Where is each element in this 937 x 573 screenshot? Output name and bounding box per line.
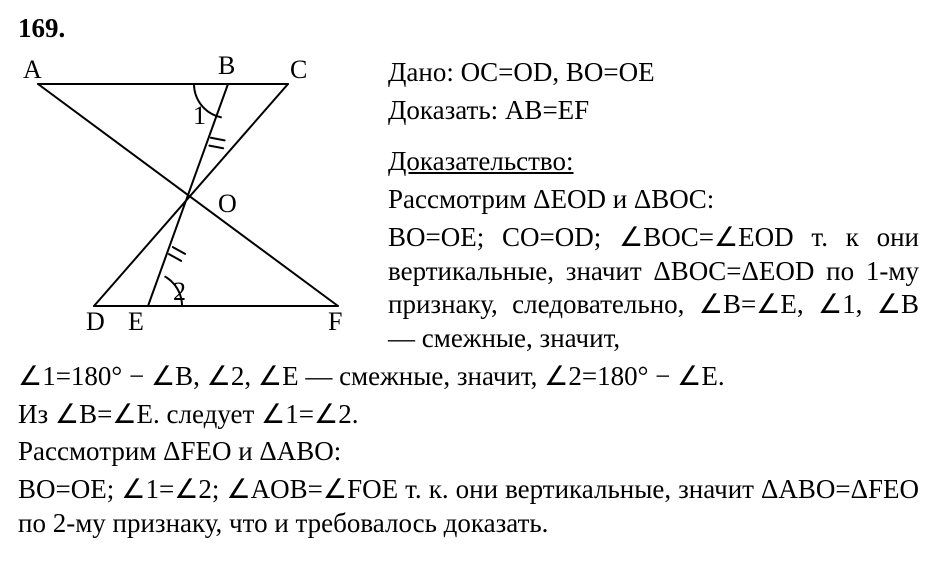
svg-text:F: F [328, 307, 342, 336]
proof-heading: Доказательство: [388, 145, 919, 179]
problem-number: 169. [18, 12, 919, 46]
geometry-diagram: A B C DE F O 1 2 [18, 50, 378, 350]
right-line-1: BO=OE; CO=OD; ∠BOC=∠EOD т. к они вертика… [388, 221, 919, 356]
diagram-svg: A B C DE F O 1 2 [18, 50, 378, 340]
top-row: A B C DE F O 1 2 Дано: OC=OD, BO=OE Доказать: A… [18, 50, 919, 360]
svg-text:C: C [290, 55, 307, 84]
svg-text:E: E [128, 307, 144, 336]
given-line: Дано: OC=OD, BO=OE [388, 56, 919, 90]
spacer [388, 131, 919, 141]
prove-label: Доказать: [388, 95, 505, 125]
proof-heading-text: Доказательство: [388, 146, 573, 176]
text-right-column: Дано: OC=OD, BO=OE Доказать: AB=EF Доказ… [378, 50, 919, 360]
page: 169. A B C DE F O 1 2 Дано: OC=OD, BO=OE Доказа… [0, 0, 937, 573]
prove-content: AB=EF [505, 95, 589, 125]
right-line-0: Рассмотрим ΔEOD и ΔBOC: [388, 183, 919, 217]
bottom-line-1: Из ∠B=∠E. следует ∠1=∠2. [18, 398, 919, 432]
bottom-line-3: BO=OE; ∠1=∠2; ∠AOB=∠FOE т. к. они вертик… [18, 473, 919, 541]
given-label: Дано: [388, 57, 461, 87]
svg-text:1: 1 [193, 101, 206, 130]
text-continuation: ∠1=180° − ∠B, ∠2, ∠E — смежные, значит, … [18, 360, 919, 541]
svg-text:D: D [86, 307, 105, 336]
svg-text:O: O [218, 189, 237, 218]
svg-text:2: 2 [173, 277, 186, 306]
given-content: OC=OD, BO=OE [461, 57, 655, 87]
svg-text:A: A [23, 55, 42, 84]
bottom-line-2: Рассмотрим ΔFEO и ΔABO: [18, 435, 919, 469]
svg-text:B: B [218, 51, 235, 80]
bottom-line-0: ∠1=180° − ∠B, ∠2, ∠E — смежные, значит, … [18, 360, 919, 394]
prove-line: Доказать: AB=EF [388, 94, 919, 128]
